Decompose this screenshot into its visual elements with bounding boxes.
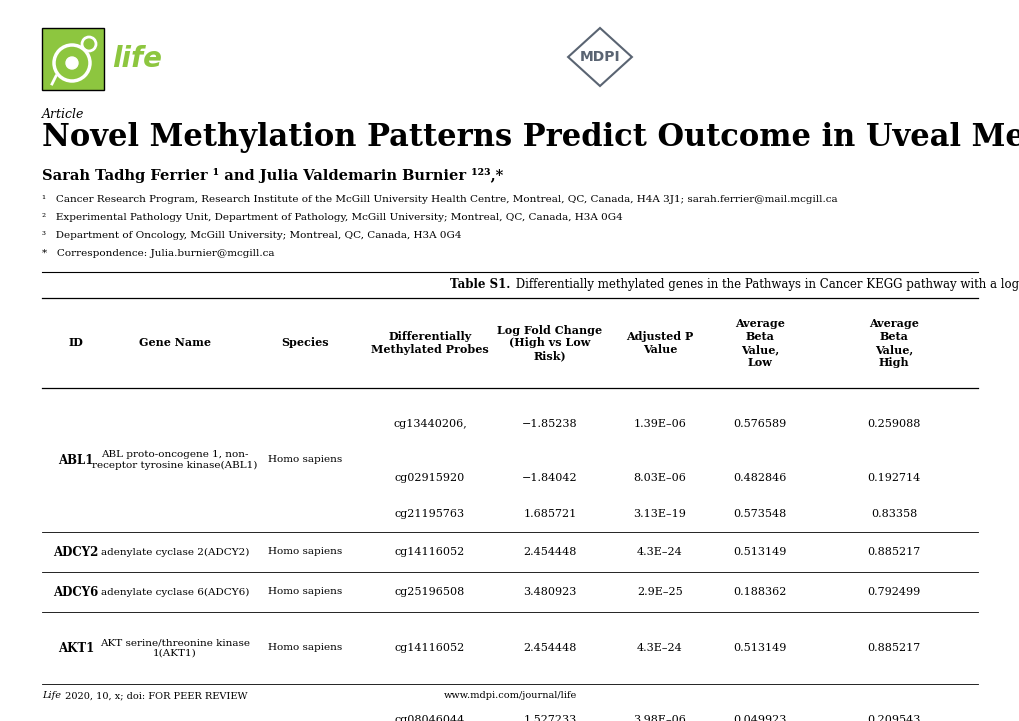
Text: *   Correspondence: Julia.burnier@mcgill.ca: * Correspondence: Julia.burnier@mcgill.c…: [42, 249, 274, 258]
Text: Article: Article: [42, 108, 85, 121]
Text: Homo sapiens: Homo sapiens: [268, 456, 341, 464]
Text: 0.259088: 0.259088: [866, 419, 920, 429]
Text: 0.885217: 0.885217: [866, 547, 920, 557]
Text: cg21195763: cg21195763: [394, 509, 465, 519]
Text: Adjusted P
Value: Adjusted P Value: [626, 331, 693, 355]
Text: 0.792499: 0.792499: [866, 587, 920, 597]
Text: Homo sapiens: Homo sapiens: [268, 547, 341, 557]
FancyBboxPatch shape: [42, 28, 104, 90]
Text: cg25196508: cg25196508: [394, 587, 465, 597]
Text: ³   Department of Oncology, McGill University; Montreal, QC, Canada, H3A 0G4: ³ Department of Oncology, McGill Univers…: [42, 231, 461, 240]
Text: 0.049923: 0.049923: [733, 715, 786, 721]
Text: life: life: [112, 45, 162, 73]
Text: 0.576589: 0.576589: [733, 419, 786, 429]
Text: 1.39E–06: 1.39E–06: [633, 419, 686, 429]
Text: 0.885217: 0.885217: [866, 643, 920, 653]
Text: 0.192714: 0.192714: [866, 473, 920, 483]
Text: cg02915920: cg02915920: [394, 473, 465, 483]
Text: 0.513149: 0.513149: [733, 547, 786, 557]
Text: ABL proto-oncogene 1, non-
receptor tyrosine kinase(ABL1): ABL proto-oncogene 1, non- receptor tyro…: [93, 450, 258, 470]
Text: ID: ID: [68, 337, 84, 348]
Text: ¹   Cancer Research Program, Research Institute of the McGill University Health : ¹ Cancer Research Program, Research Inst…: [42, 195, 837, 204]
Text: MDPI: MDPI: [579, 50, 620, 64]
Text: adenylate cyclase 6(ADCY6): adenylate cyclase 6(ADCY6): [101, 588, 249, 596]
Text: 3.98E–06: 3.98E–06: [633, 715, 686, 721]
Text: 1.685721: 1.685721: [523, 509, 576, 519]
Text: −1.84042: −1.84042: [522, 473, 577, 483]
Text: cg08046044: cg08046044: [394, 715, 465, 721]
Text: AKT1: AKT1: [58, 642, 94, 655]
Text: Gene Name: Gene Name: [139, 337, 211, 348]
Text: adenylate cyclase 2(ADCY2): adenylate cyclase 2(ADCY2): [101, 547, 249, 557]
Text: ²   Experimental Pathology Unit, Department of Pathology, McGill University; Mon: ² Experimental Pathology Unit, Departmen…: [42, 213, 623, 222]
Text: 0.482846: 0.482846: [733, 473, 786, 483]
Text: 2.454448: 2.454448: [523, 547, 576, 557]
Text: ABL1: ABL1: [58, 454, 94, 466]
Text: cg14116052: cg14116052: [394, 643, 465, 653]
Text: −1.85238: −1.85238: [522, 419, 577, 429]
Text: Table S1.: Table S1.: [449, 278, 510, 291]
Text: 2.454448: 2.454448: [523, 643, 576, 653]
Text: Differentially methylated genes in the Pathways in Cancer KEGG pathway with a lo: Differentially methylated genes in the P…: [512, 278, 1019, 291]
Text: ADCY6: ADCY6: [53, 585, 99, 598]
Text: 4.3E–24: 4.3E–24: [637, 547, 682, 557]
Text: ADCY2: ADCY2: [53, 546, 99, 559]
Text: 0.513149: 0.513149: [733, 643, 786, 653]
Text: AKT serine/threonine kinase
1(AKT1): AKT serine/threonine kinase 1(AKT1): [100, 638, 250, 658]
Text: 3.13E–19: 3.13E–19: [633, 509, 686, 519]
Text: Homo sapiens: Homo sapiens: [268, 644, 341, 653]
Text: Differentially
Methylated Probes: Differentially Methylated Probes: [371, 331, 488, 355]
Text: cg13440206,: cg13440206,: [392, 419, 467, 429]
Text: 2020, 10, x; doi: FOR PEER REVIEW: 2020, 10, x; doi: FOR PEER REVIEW: [62, 691, 248, 700]
Text: Sarah Tadhg Ferrier ¹ and Julia Valdemarin Burnier ¹²³,*: Sarah Tadhg Ferrier ¹ and Julia Valdemar…: [42, 168, 502, 183]
Text: 1.527233: 1.527233: [523, 715, 576, 721]
Text: 8.03E–06: 8.03E–06: [633, 473, 686, 483]
Text: 4.3E–24: 4.3E–24: [637, 643, 682, 653]
Text: Average
Beta
Value,
Low: Average Beta Value, Low: [735, 318, 785, 368]
Text: Life: Life: [42, 691, 61, 700]
Text: www.mdpi.com/journal/life: www.mdpi.com/journal/life: [443, 691, 576, 700]
Text: 0.573548: 0.573548: [733, 509, 786, 519]
Text: 0.83358: 0.83358: [870, 509, 916, 519]
Text: 2.9E–25: 2.9E–25: [637, 587, 682, 597]
Text: Log Fold Change
(High vs Low
Risk): Log Fold Change (High vs Low Risk): [497, 324, 602, 361]
Text: 0.209543: 0.209543: [866, 715, 920, 721]
Circle shape: [66, 57, 77, 69]
Text: Homo sapiens: Homo sapiens: [268, 588, 341, 596]
Text: Average
Beta
Value,
High: Average Beta Value, High: [868, 318, 918, 368]
Polygon shape: [568, 28, 632, 86]
Text: Novel Methylation Patterns Predict Outcome in Uveal Melanoma: Novel Methylation Patterns Predict Outco…: [42, 122, 1019, 153]
Text: 3.480923: 3.480923: [523, 587, 576, 597]
Text: cg14116052: cg14116052: [394, 547, 465, 557]
Text: Species: Species: [281, 337, 328, 348]
Text: 0.188362: 0.188362: [733, 587, 786, 597]
